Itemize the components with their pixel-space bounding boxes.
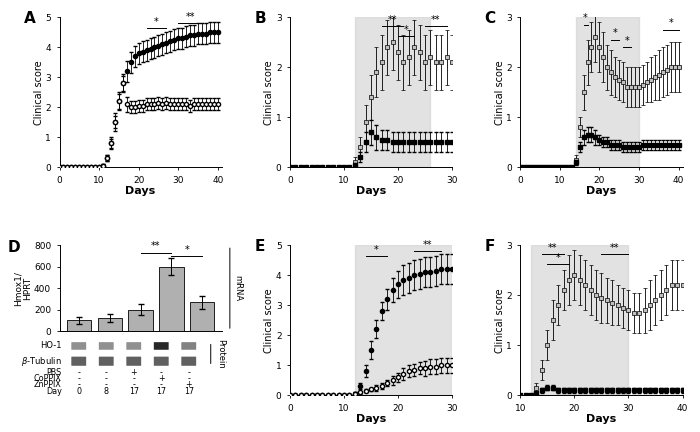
Text: -: -	[77, 368, 80, 377]
Text: -: -	[132, 380, 135, 389]
Text: -: -	[77, 380, 80, 389]
FancyBboxPatch shape	[181, 357, 196, 366]
Text: HO-1: HO-1	[40, 341, 62, 350]
X-axis label: Days: Days	[356, 414, 386, 424]
Text: -: -	[77, 374, 80, 383]
Bar	[190, 302, 214, 331]
Text: -: -	[132, 374, 135, 383]
FancyBboxPatch shape	[154, 357, 169, 366]
Y-axis label: Clinical score: Clinical score	[495, 288, 505, 353]
Text: CoPPIX: CoPPIX	[34, 374, 62, 383]
FancyBboxPatch shape	[99, 357, 113, 366]
Text: A: A	[24, 11, 36, 26]
FancyBboxPatch shape	[181, 342, 196, 350]
Text: **: **	[388, 15, 398, 25]
FancyBboxPatch shape	[99, 342, 113, 350]
Text: *: *	[556, 253, 561, 263]
Text: Day: Day	[46, 387, 62, 396]
X-axis label: Days: Days	[587, 186, 617, 196]
Y-axis label: Hmox1/
HPRT: Hmox1/ HPRT	[13, 271, 32, 305]
X-axis label: Days: Days	[125, 186, 155, 196]
Text: C: C	[484, 11, 496, 26]
Bar	[355, 245, 452, 395]
Text: -: -	[188, 374, 190, 383]
Text: +: +	[158, 374, 164, 383]
FancyBboxPatch shape	[71, 342, 86, 350]
FancyBboxPatch shape	[126, 357, 141, 366]
Text: $\beta$-Tubulin: $\beta$-Tubulin	[21, 355, 62, 368]
Bar	[531, 245, 629, 395]
X-axis label: Days: Days	[356, 186, 386, 196]
Y-axis label: Clinical score: Clinical score	[265, 288, 274, 353]
FancyBboxPatch shape	[154, 342, 169, 350]
Text: *: *	[184, 245, 189, 255]
Text: +: +	[186, 380, 192, 389]
Text: -: -	[188, 368, 190, 377]
Y-axis label: Clinical score: Clinical score	[495, 60, 505, 124]
Text: -: -	[105, 368, 108, 377]
Text: Protein: Protein	[216, 339, 225, 368]
FancyBboxPatch shape	[126, 342, 141, 350]
Text: E: E	[254, 239, 265, 254]
Text: **: **	[151, 241, 161, 251]
Text: F: F	[484, 239, 495, 254]
Text: *: *	[154, 17, 159, 27]
FancyBboxPatch shape	[71, 357, 86, 366]
Text: *: *	[613, 28, 617, 38]
Text: +: +	[130, 368, 137, 377]
Text: B: B	[254, 11, 266, 26]
Bar	[575, 17, 639, 167]
Text: ZnPPIX: ZnPPIX	[34, 380, 62, 389]
Bar	[159, 267, 183, 331]
Y-axis label: Clinical score: Clinical score	[34, 60, 44, 124]
Text: **: **	[610, 243, 620, 253]
Text: **: **	[431, 15, 440, 25]
Text: *: *	[624, 36, 629, 46]
Bar	[97, 318, 122, 331]
Bar	[128, 310, 153, 331]
Text: -: -	[160, 380, 162, 389]
Text: mRNA: mRNA	[233, 275, 242, 301]
Text: D: D	[8, 240, 20, 255]
Text: **: **	[186, 13, 195, 22]
Bar	[67, 320, 92, 331]
Text: -: -	[160, 368, 162, 377]
Bar	[355, 17, 430, 167]
Text: **: **	[548, 243, 557, 253]
Text: **: **	[423, 240, 433, 250]
Text: 8: 8	[104, 387, 108, 396]
Text: PBS: PBS	[46, 368, 62, 377]
Text: 0: 0	[76, 387, 81, 396]
Y-axis label: Clinical score: Clinical score	[265, 60, 274, 124]
Text: *: *	[374, 245, 379, 255]
Text: *: *	[583, 13, 588, 23]
Text: -: -	[105, 374, 108, 383]
Text: *: *	[404, 25, 409, 35]
X-axis label: Days: Days	[587, 414, 617, 424]
Text: 17: 17	[156, 387, 167, 396]
Text: -: -	[105, 380, 108, 389]
Text: 17: 17	[183, 387, 194, 396]
Text: *: *	[668, 18, 673, 28]
Text: 17: 17	[129, 387, 139, 396]
